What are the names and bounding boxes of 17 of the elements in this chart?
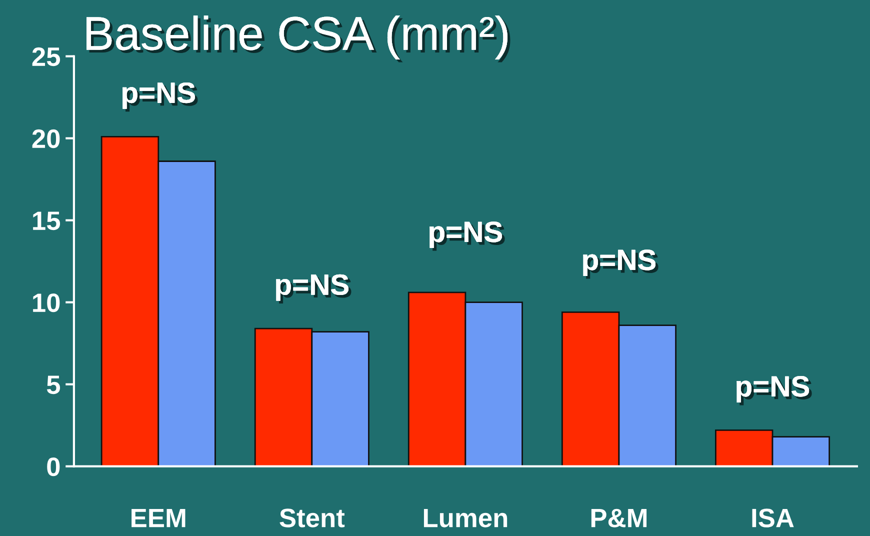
y-tick-label: 15 [33,212,60,230]
y-tick-label: 10 [33,293,60,312]
y-tick-label: 25 [32,47,60,66]
x-tick-label: Lumen [424,508,508,528]
y-tick-label: 5 [46,376,60,394]
x-tick-label: P&M [591,508,647,528]
annotation: p=NS [583,250,658,279]
annotation: p=NS [122,82,198,112]
y-tick-label: 0 [47,457,60,476]
annotation: p=NS [276,274,352,304]
y-tick-label: 20 [32,129,60,148]
x-tick-label: EEM [132,508,186,528]
annotation: p=NS [430,222,505,251]
chart-title: Baseline CSA (mm²) [86,16,510,62]
annotation: p=NS [736,376,812,406]
x-tick-label: Stent [280,508,345,528]
x-tick-label: ISA [752,508,794,528]
